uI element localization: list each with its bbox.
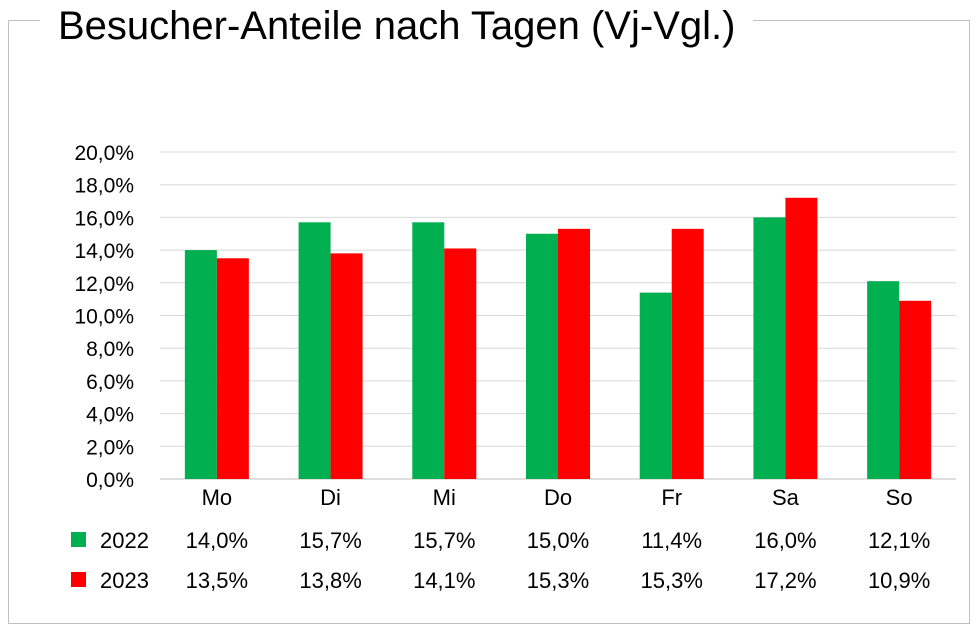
x-tick-label: Do [544, 485, 572, 510]
data-table-value: 15,3% [527, 568, 589, 593]
y-tick-label: 4,0% [86, 404, 134, 427]
y-tick-label: 16,0% [74, 207, 134, 230]
bar-2023-Di [330, 253, 363, 479]
bar-2023-Fr [671, 228, 704, 479]
legend-swatch-2022 [71, 532, 86, 547]
bar-2022-Fr [639, 292, 672, 479]
y-tick-label: 8,0% [86, 338, 134, 361]
bar-2022-Do [526, 233, 558, 479]
x-tick-label: Mi [433, 485, 456, 510]
legend-label: 2023 [100, 568, 149, 593]
bar-2022-Sa [753, 217, 786, 479]
bar-2022-Mo [184, 250, 217, 479]
bar-2023-So [899, 300, 932, 479]
y-tick-label: 0,0% [86, 469, 134, 492]
x-tick-label: So [886, 485, 913, 510]
bar-2023-Do [558, 228, 590, 479]
data-table-value: 15,0% [527, 528, 589, 553]
data-table-value: 12,1% [868, 528, 930, 553]
x-tick-label: Mo [202, 485, 233, 510]
data-table-value: 16,0% [754, 528, 816, 553]
x-tick-label: Fr [661, 485, 682, 510]
bar-2023-Sa [785, 197, 818, 479]
y-tick-label: 18,0% [74, 175, 134, 198]
bar-2023-Mo [216, 258, 249, 479]
legend-label: 2022 [100, 528, 149, 553]
data-table-value: 10,9% [868, 568, 930, 593]
data-table-value: 15,3% [641, 568, 703, 593]
data-table-value: 13,5% [186, 568, 248, 593]
x-tick-label: Sa [772, 485, 800, 510]
data-table-value: 14,1% [413, 568, 475, 593]
data-table-value: 15,7% [413, 528, 475, 553]
data-table-value: 15,7% [299, 528, 361, 553]
bar-2022-So [867, 281, 900, 479]
y-tick-label: 12,0% [74, 273, 134, 296]
data-table-value: 13,8% [299, 568, 361, 593]
data-table-value: 17,2% [754, 568, 816, 593]
y-tick-label: 20,0% [74, 142, 134, 165]
y-tick-label: 6,0% [86, 371, 134, 394]
chart-title: Besucher-Anteile nach Tagen (Vj-Vgl.) [40, 2, 754, 50]
data-table-value: 14,0% [186, 528, 248, 553]
y-tick-label: 14,0% [74, 240, 134, 263]
y-tick-label: 2,0% [86, 436, 134, 459]
bar-2022-Mi [412, 222, 445, 479]
x-tick-label: Di [320, 485, 341, 510]
legend-swatch-2023 [71, 572, 86, 587]
data-table-value: 11,4% [641, 528, 702, 553]
y-tick-label: 10,0% [74, 306, 134, 329]
bar-2023-Mi [444, 248, 477, 479]
bar-2022-Di [298, 222, 331, 479]
